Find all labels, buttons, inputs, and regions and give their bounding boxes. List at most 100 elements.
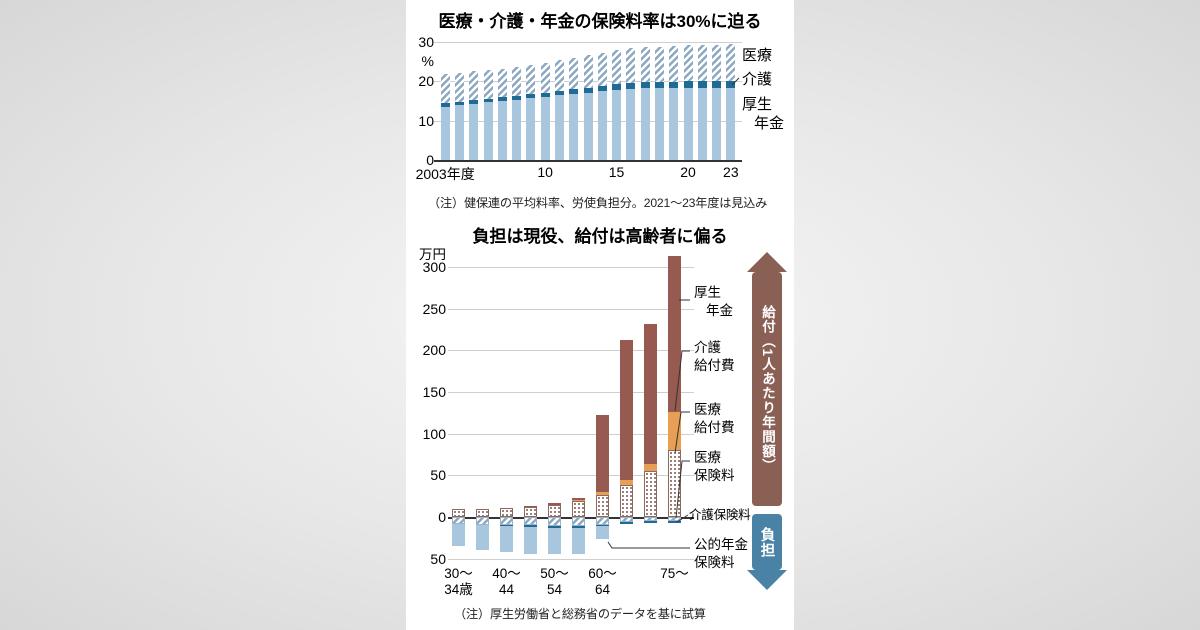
label-line: 医療	[694, 450, 721, 465]
c2-bar-45～49	[524, 267, 537, 559]
c2-segment-pension_benefit	[620, 340, 633, 481]
c2-y-tick-label: 200	[422, 342, 446, 359]
c2-gridline	[448, 350, 694, 352]
label-line: 医療	[694, 402, 721, 417]
c1-segment-medical	[483, 70, 493, 99]
c2-segment-care_premium	[644, 521, 657, 523]
c1-bar-2006	[483, 70, 493, 160]
c2-segment-pension_benefit	[572, 497, 585, 501]
c1-bar-2019	[669, 45, 679, 160]
c2-segment-care_premium	[548, 526, 561, 528]
c2-segment-medical_benefit	[668, 450, 681, 517]
c1-bar-2015	[612, 50, 622, 160]
c1-segment-care	[640, 82, 650, 89]
label-pension-benefit: 厚生 年金	[694, 284, 733, 320]
c2-bar-50～54	[548, 267, 561, 559]
burden-banner-label: 負担	[758, 526, 775, 558]
c2-x-tick-line: 40～	[492, 566, 521, 581]
c2-segment-medical_premium	[596, 517, 609, 525]
c2-y-tick-label: 100	[422, 425, 446, 442]
label-line: 保険料	[694, 555, 735, 570]
label-line: 介護保険料	[689, 508, 751, 522]
c1-segment-pension	[569, 94, 579, 160]
c1-segment-pension	[454, 105, 464, 160]
chart1-title: 医療・介護・年金の保険料率は30%に迫る	[438, 12, 762, 31]
c1-segment-medical	[569, 57, 579, 90]
c1-segment-pension	[540, 96, 550, 160]
c2-segment-pension_benefit	[548, 502, 561, 505]
c1-bar-2010	[540, 62, 550, 160]
c2-segment-medical_premium	[644, 517, 657, 522]
c2-gridline	[448, 308, 694, 310]
label-public-pension-premium: 公的年金 保険料	[694, 536, 748, 572]
c1-segment-pension	[726, 88, 736, 160]
c2-bar-70～74	[644, 267, 657, 559]
c2-segment-medical_premium	[500, 517, 513, 526]
c1-segment-medical	[454, 72, 464, 102]
c1-segment-care	[726, 80, 736, 89]
c1-y-tick-label: 10	[418, 112, 434, 129]
label-line: 年金	[754, 115, 785, 132]
c2-segment-medical_premium	[524, 517, 537, 526]
c2-segment-medical_benefit	[476, 508, 489, 517]
c2-segment-medical_benefit	[524, 507, 537, 517]
c2-y-tick-label: 250	[422, 300, 446, 317]
label-line: 厚生	[694, 285, 721, 300]
c2-gridline	[448, 392, 694, 393]
c1-segment-care	[669, 81, 679, 89]
c1-segment-care	[569, 89, 579, 95]
c2-segment-medical_benefit	[620, 485, 633, 517]
c1-segment-care	[512, 95, 522, 100]
c2-x-tick-label: 40～ 44	[492, 566, 521, 598]
c1-segment-care	[654, 81, 664, 89]
c2-segment-care_benefit	[668, 412, 681, 451]
c2-segment-pension_benefit	[524, 506, 537, 507]
chart2-gridlines	[448, 267, 694, 560]
c1-bar-2012	[569, 57, 579, 160]
c1-segment-pension	[440, 106, 450, 160]
chart2-note: （注）厚生労働省と総務省のデータを基に試算	[454, 607, 706, 621]
c2-segment-pension_premium	[596, 526, 609, 539]
c1-bar-2014	[597, 52, 607, 160]
c2-zero-axis	[448, 517, 694, 519]
c2-segment-medical_benefit	[452, 508, 465, 517]
c1-segment-medical	[683, 45, 693, 82]
c2-y-tick-label: 150	[422, 384, 446, 400]
c1-segment-pension	[483, 102, 493, 160]
c1-segment-pension	[497, 101, 507, 160]
c1-bar-2008	[512, 67, 522, 160]
c1-segment-medical	[597, 52, 607, 86]
c2-segment-care_premium	[524, 525, 537, 527]
c2-x-tick-line: 44	[498, 582, 515, 597]
c1-segment-medical	[512, 67, 522, 96]
benefit-banner: 給付（1人あたり年間額）	[752, 272, 782, 506]
c1-segment-medical	[497, 68, 507, 98]
c1-segment-care	[454, 101, 464, 106]
c1-bar-2023	[726, 44, 736, 160]
c1-segment-care	[440, 103, 450, 107]
c1-bar-2018	[654, 46, 664, 160]
c2-segment-pension_premium	[548, 527, 561, 555]
c2-bar-55～59	[572, 267, 585, 559]
c2-segment-care_premium	[620, 522, 633, 524]
c1-bar-2021	[697, 44, 707, 160]
label-line: 給付費	[694, 420, 735, 435]
c1-segment-pension	[712, 88, 722, 160]
c2-segment-pension_premium	[524, 527, 537, 554]
burden-arrow-down-icon	[747, 570, 787, 590]
c2-y-tick-label: 300	[422, 259, 446, 275]
c1-segment-medical	[612, 50, 622, 85]
c2-y-tick-label: 0	[438, 509, 446, 525]
infographic-panel: 医療・介護・年金の保険料率は30%に迫る 30 20 10 0 % 2003年度 10 1…	[406, 0, 794, 630]
c1-segment-care	[469, 100, 479, 104]
burden-banner: 負担	[752, 514, 782, 570]
c1-segment-pension	[597, 91, 607, 160]
c2-y-tick-label: 50	[430, 467, 446, 484]
c2-segment-care_benefit	[644, 463, 657, 472]
c1-x-tick-label: 23	[723, 164, 739, 180]
c2-x-tick-label: 30～ 34歳	[444, 566, 473, 598]
c1-segment-pension	[512, 99, 522, 160]
c2-y-tick-label: 50	[430, 550, 446, 567]
c1-segment-medical	[440, 73, 450, 104]
c1-segment-care	[712, 80, 722, 89]
